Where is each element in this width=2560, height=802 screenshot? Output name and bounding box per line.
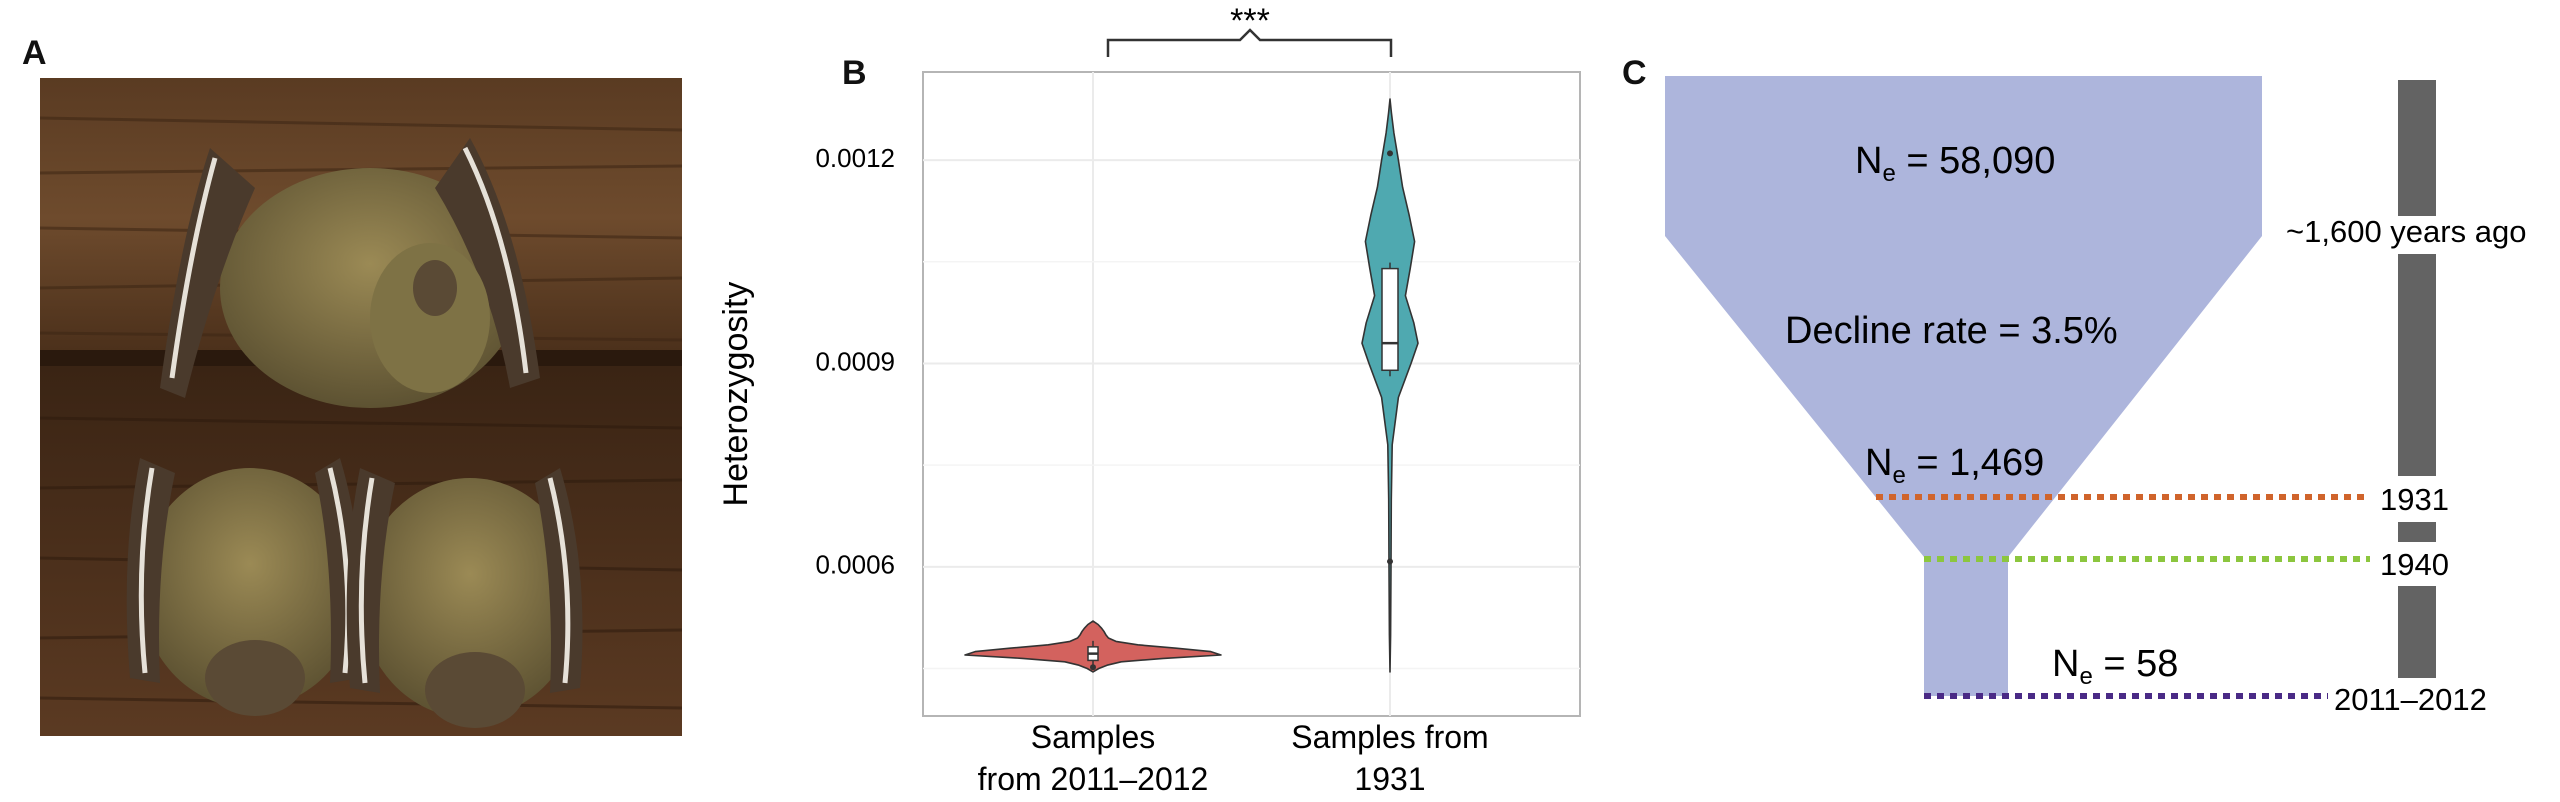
violins [964, 98, 1419, 673]
timeline-bar [2398, 80, 2436, 678]
outlier-point [1387, 558, 1393, 565]
ne-1931-label: Ne = 1,469 [1865, 442, 2044, 489]
timeline-label-ancient: ~1,600 years ago [2286, 214, 2526, 249]
y-tick-label: 0.0006 [815, 550, 895, 580]
violin-body [1361, 98, 1419, 673]
outlier-point [1387, 150, 1393, 157]
plot-panel [922, 71, 1581, 717]
box-iqr [1381, 267, 1399, 372]
timeline-label-2011-2012: 2011–2012 [2334, 682, 2487, 717]
x-category-label: from 2011–2012 [978, 761, 1209, 797]
y-axis-ticks: 0.0006 0.0009 0.0012 [815, 143, 895, 580]
outlier-point [1090, 664, 1096, 671]
ne-modern-label: Ne = 58 [2052, 643, 2178, 690]
ne-ancient-label: Ne = 58,090 [1855, 140, 2055, 187]
timeline-label-1940: 1940 [2380, 547, 2449, 582]
timeline-label-1931: 1931 [2380, 482, 2449, 517]
y-tick-label: 0.0009 [815, 346, 895, 376]
timeline-segment [2398, 254, 2436, 476]
x-category-label: 1931 [1354, 761, 1425, 797]
x-category-label: Samples [1031, 719, 1156, 755]
significance-bracket [1106, 28, 1393, 57]
panel-label-a: A [22, 34, 47, 72]
x-axis-labels: Samples from 2011–2012 Samples from 1931 [978, 719, 1489, 797]
panel-label-c: C [1622, 54, 1647, 92]
y-axis-title: Heterozygosity [717, 282, 755, 507]
timeline-segment [2398, 522, 2436, 542]
roosting-bats-photo [40, 78, 682, 736]
decline-rate-label: Decline rate = 3.5% [1785, 310, 2118, 352]
panel-label-b: B [842, 54, 867, 92]
funnel-shape [1665, 76, 2262, 696]
timeline-segment [2398, 80, 2436, 216]
y-tick-label: 0.0012 [815, 143, 895, 173]
x-category-label: Samples from [1291, 719, 1488, 755]
significance-annotation: *** [1230, 2, 1270, 40]
timeline-segment [2398, 586, 2436, 678]
